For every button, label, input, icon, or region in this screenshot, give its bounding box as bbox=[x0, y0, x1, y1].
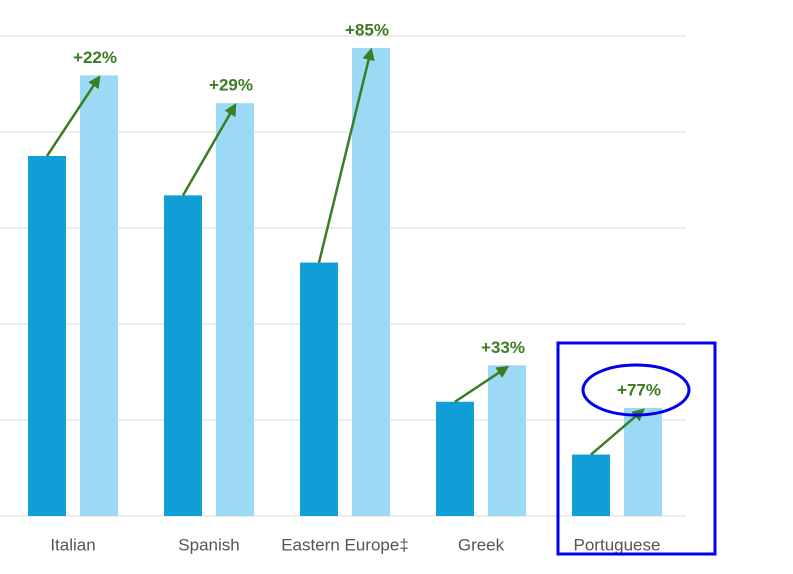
bar bbox=[572, 454, 610, 516]
bar bbox=[164, 195, 202, 517]
bar bbox=[436, 401, 474, 516]
x-tick-label: Portuguese bbox=[574, 535, 661, 554]
bar bbox=[624, 408, 662, 516]
bar bbox=[352, 48, 390, 516]
plot: Italian +22% Spanish +29% Eastern Europe‡ +85… bbox=[28, 20, 662, 554]
highlight-box bbox=[556, 341, 717, 556]
change-arrow bbox=[181, 103, 237, 196]
change-arrow bbox=[454, 365, 510, 403]
x-tick-label: Spanish bbox=[178, 535, 239, 554]
x-tick-label: Eastern Europe‡ bbox=[281, 535, 409, 554]
change-label: +77% bbox=[617, 380, 661, 399]
x-tick-label: Greek bbox=[458, 535, 505, 554]
x-tick-label: Italian bbox=[50, 535, 95, 554]
bar bbox=[488, 365, 526, 516]
bar bbox=[216, 103, 254, 516]
bar bbox=[80, 75, 118, 517]
change-arrow bbox=[45, 75, 101, 157]
change-arrow bbox=[317, 47, 375, 263]
change-label: +29% bbox=[209, 76, 253, 95]
bar bbox=[28, 156, 66, 516]
change-label: +33% bbox=[481, 338, 525, 357]
highlight-ellipse bbox=[581, 363, 691, 417]
change-label: +22% bbox=[73, 48, 117, 67]
bar bbox=[300, 262, 338, 516]
change-label: +85% bbox=[345, 20, 389, 39]
change-arrow bbox=[590, 408, 645, 456]
